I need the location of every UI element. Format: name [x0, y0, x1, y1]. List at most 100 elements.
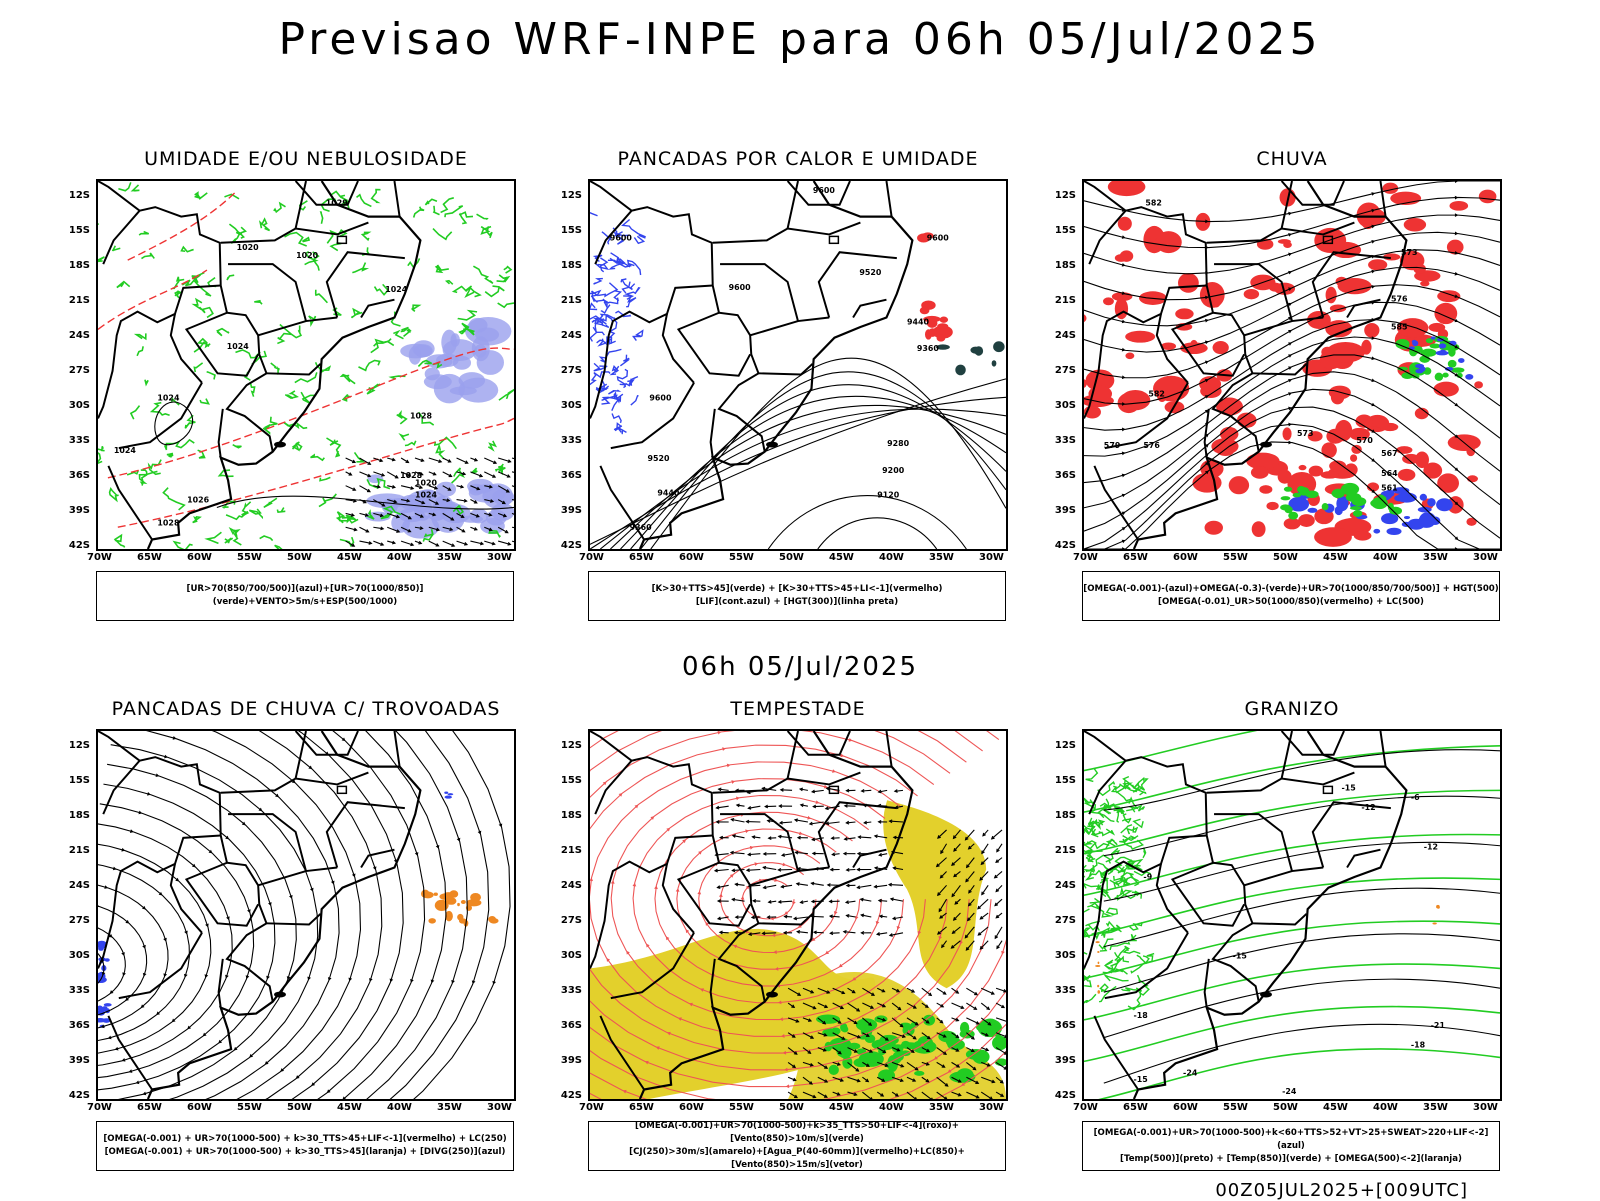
panel-title-chuva: CHUVA: [1081, 148, 1503, 170]
lat-tick-label: 33S: [1052, 435, 1076, 446]
mid-timestamp: 06h 05/Jul/2025: [0, 652, 1600, 682]
contour-label: -12: [1424, 843, 1438, 852]
lon-tick-label: 60W: [1173, 1102, 1198, 1113]
lon-tick-label: 55W: [729, 552, 754, 563]
lat-tick-label: 21S: [66, 295, 90, 306]
lat-tick-label: 21S: [558, 845, 582, 856]
lat-tick-label: 30S: [558, 400, 582, 411]
lat-tick-label: 15S: [558, 775, 582, 786]
contour-label: -24: [1282, 1087, 1297, 1096]
lon-tick-label: 55W: [1223, 1102, 1248, 1113]
lon-tick-label: 35W: [929, 1102, 954, 1113]
lat-tick-label: 24S: [1052, 880, 1076, 891]
lat-tick-label: 12S: [66, 740, 90, 751]
map-svg-trovoadas: [98, 731, 514, 1099]
legend-umidade: [UR>70(850/700/500)](azul)+[UR>70(1000/8…: [96, 571, 514, 621]
lon-tick-label: 35W: [437, 552, 462, 563]
contour-label: 9360: [630, 523, 653, 532]
contour-label: 1020: [296, 251, 319, 260]
contour-label: 9520: [647, 454, 670, 463]
lat-tick-label: 42S: [1052, 1090, 1076, 1101]
contour-label: 573: [1401, 248, 1418, 257]
lon-tick-label: 60W: [679, 552, 704, 563]
lon-tick-label: 40W: [879, 552, 904, 563]
lat-tick-label: 27S: [66, 365, 90, 376]
map-panel-tempestade: [588, 729, 1008, 1101]
lon-tick-label: 45W: [1323, 1102, 1348, 1113]
contour-label: 9600: [813, 186, 836, 195]
lat-tick-label: 30S: [66, 400, 90, 411]
contour-label: 1028: [157, 518, 180, 527]
lon-tick-label: 60W: [187, 552, 212, 563]
lat-tick-label: 30S: [1052, 400, 1076, 411]
lat-tick-label: 27S: [66, 915, 90, 926]
lat-tick-label: 27S: [1052, 365, 1076, 376]
lat-tick-label: 18S: [1052, 810, 1076, 821]
lon-tick-label: 55W: [729, 1102, 754, 1113]
panel-title-tempestade: TEMPESTADE: [587, 698, 1009, 720]
lon-tick-label: 35W: [929, 552, 954, 563]
lon-tick-label: 30W: [1473, 1102, 1498, 1113]
lat-tick-label: 24S: [66, 330, 90, 341]
lon-tick-label: 45W: [829, 1102, 854, 1113]
lat-tick-label: 33S: [66, 985, 90, 996]
lon-tick-label: 30W: [487, 1102, 512, 1113]
lat-tick-label: 21S: [1052, 295, 1076, 306]
lat-tick-label: 30S: [558, 950, 582, 961]
lon-tick-label: 45W: [337, 1102, 362, 1113]
lat-tick-label: 36S: [1052, 470, 1076, 481]
lon-tick-label: 40W: [1373, 1102, 1398, 1113]
lon-tick-label: 55W: [237, 552, 262, 563]
lat-tick-label: 27S: [1052, 915, 1076, 926]
lon-tick-label: 65W: [137, 1102, 162, 1113]
lon-tick-label: 35W: [1423, 552, 1448, 563]
lat-tick-label: 15S: [558, 225, 582, 236]
contour-label: 582: [1148, 390, 1165, 399]
lon-tick-label: 45W: [337, 552, 362, 563]
lat-tick-label: 42S: [1052, 540, 1076, 551]
lon-tick-label: 65W: [137, 552, 162, 563]
lat-tick-label: 42S: [558, 540, 582, 551]
lon-tick-label: 65W: [1123, 552, 1148, 563]
lat-tick-label: 15S: [66, 225, 90, 236]
panel-title-trovoadas: PANCADAS DE CHUVA C/ TROVOADAS: [95, 698, 517, 720]
lon-tick-label: 30W: [979, 552, 1004, 563]
lat-tick-label: 27S: [558, 915, 582, 926]
map-panel-granizo: -15-12-6-12-9-15-18-21-24-15-24-18: [1082, 729, 1502, 1101]
lon-tick-label: 70W: [1073, 1102, 1098, 1113]
legend-line: [OMEGA(-0.001)+UR>70(1000-500)+k<60+TTS>…: [1083, 1127, 1499, 1153]
lat-tick-label: 36S: [66, 470, 90, 481]
contour-label: 1024: [385, 285, 408, 294]
contour-label: 1024: [157, 394, 180, 403]
contour-label: -9: [1143, 872, 1152, 881]
lat-tick-label: 21S: [1052, 845, 1076, 856]
lon-tick-label: 60W: [679, 1102, 704, 1113]
lon-tick-label: 40W: [1373, 552, 1398, 563]
contour-label: -21: [1431, 1021, 1445, 1030]
lat-tick-label: 36S: [558, 470, 582, 481]
lat-tick-label: 42S: [66, 540, 90, 551]
lon-tick-label: 70W: [1073, 552, 1098, 563]
lat-tick-label: 12S: [66, 190, 90, 201]
legend-line: [OMEGA(-0.001)+UR>70(1000-500)+k>35_TTS>…: [589, 1120, 1005, 1146]
map-panel-trovoadas: [96, 729, 516, 1101]
map-svg-tempestade: [590, 731, 1006, 1099]
contour-label: 9600: [729, 283, 752, 292]
contour-label: 9440: [907, 317, 930, 326]
contour-label: 9520: [859, 268, 882, 277]
legend-line: [CJ(250)>30m/s](amarelo)+[Agua_P(40-60mm…: [589, 1146, 1005, 1172]
lat-tick-label: 33S: [66, 435, 90, 446]
lat-tick-label: 33S: [558, 435, 582, 446]
contour-label: 1028: [410, 411, 433, 420]
contour-label: -15: [1233, 952, 1247, 961]
lon-tick-label: 50W: [779, 1102, 804, 1113]
legend-line: [LIF](cont.azul) + [HGT(300)](linha pret…: [589, 596, 1005, 609]
panel-title-pancadas-calor: PANCADAS POR CALOR E UMIDADE: [587, 148, 1009, 170]
lat-tick-label: 18S: [1052, 260, 1076, 271]
contour-label: 9600: [610, 233, 633, 242]
lat-tick-label: 12S: [1052, 740, 1076, 751]
contour-label: 9360: [917, 344, 940, 353]
lat-tick-label: 21S: [66, 845, 90, 856]
